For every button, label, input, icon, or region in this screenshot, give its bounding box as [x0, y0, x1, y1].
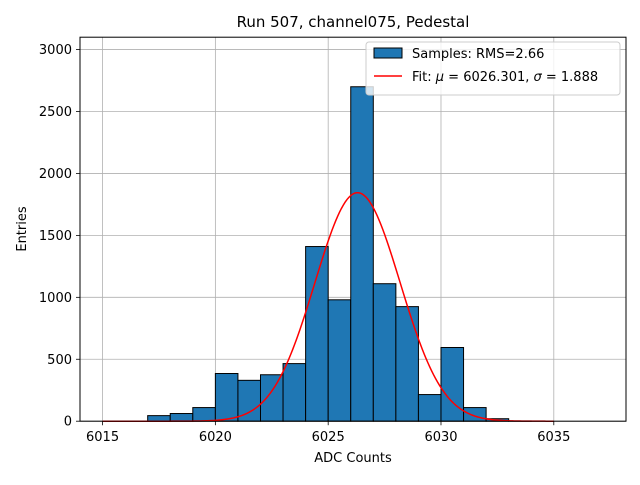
legend-fit-sigma-value: = 1.888 — [542, 70, 598, 85]
legend-fit-prefix: Fit: — [412, 70, 436, 85]
histogram-bar — [418, 395, 441, 422]
histogram-bar — [351, 87, 374, 421]
y-axis-label: Entries — [15, 206, 30, 252]
x-tick-label: 6030 — [424, 430, 457, 445]
histogram-bar — [283, 364, 306, 422]
y-tick-label: 2000 — [39, 167, 72, 182]
y-tick-label: 1500 — [39, 229, 72, 244]
legend-samples-swatch — [374, 48, 402, 58]
legend-samples-label: Samples: RMS=2.66 — [412, 47, 544, 62]
histogram-bar — [373, 284, 396, 421]
histogram-bar — [441, 347, 464, 421]
y-tick-label: 3000 — [39, 43, 72, 58]
histogram-bar — [193, 408, 216, 422]
histogram-bar — [170, 414, 193, 422]
legend: Samples: RMS=2.66 Fit: μ = 6026.301, σ =… — [366, 42, 620, 95]
x-tick-label: 6035 — [537, 430, 570, 445]
legend-fit-mu-value: = 6026.301, — [444, 70, 533, 85]
y-tick-label: 1000 — [39, 291, 72, 306]
y-tick-label: 0 — [64, 415, 72, 430]
legend-fit-label: Fit: μ = 6026.301, σ = 1.888 — [412, 70, 598, 85]
legend-fit-mu-symbol: μ — [435, 70, 444, 85]
histogram-bar — [148, 416, 171, 422]
y-tick-label: 500 — [47, 353, 72, 368]
histogram-bar — [464, 408, 487, 422]
x-tick-label: 6015 — [86, 430, 119, 445]
histogram-bar — [396, 307, 419, 422]
histogram-bar — [215, 374, 238, 422]
histogram-bar — [260, 375, 283, 421]
y-tick-label: 2500 — [39, 105, 72, 120]
x-axis-label: ADC Counts — [314, 451, 392, 466]
x-tick-label: 6020 — [199, 430, 232, 445]
x-tick-label: 6025 — [312, 430, 345, 445]
histogram-bar — [306, 247, 329, 422]
histogram-bar — [328, 300, 351, 421]
chart-title: Run 507, channel075, Pedestal — [237, 13, 470, 31]
